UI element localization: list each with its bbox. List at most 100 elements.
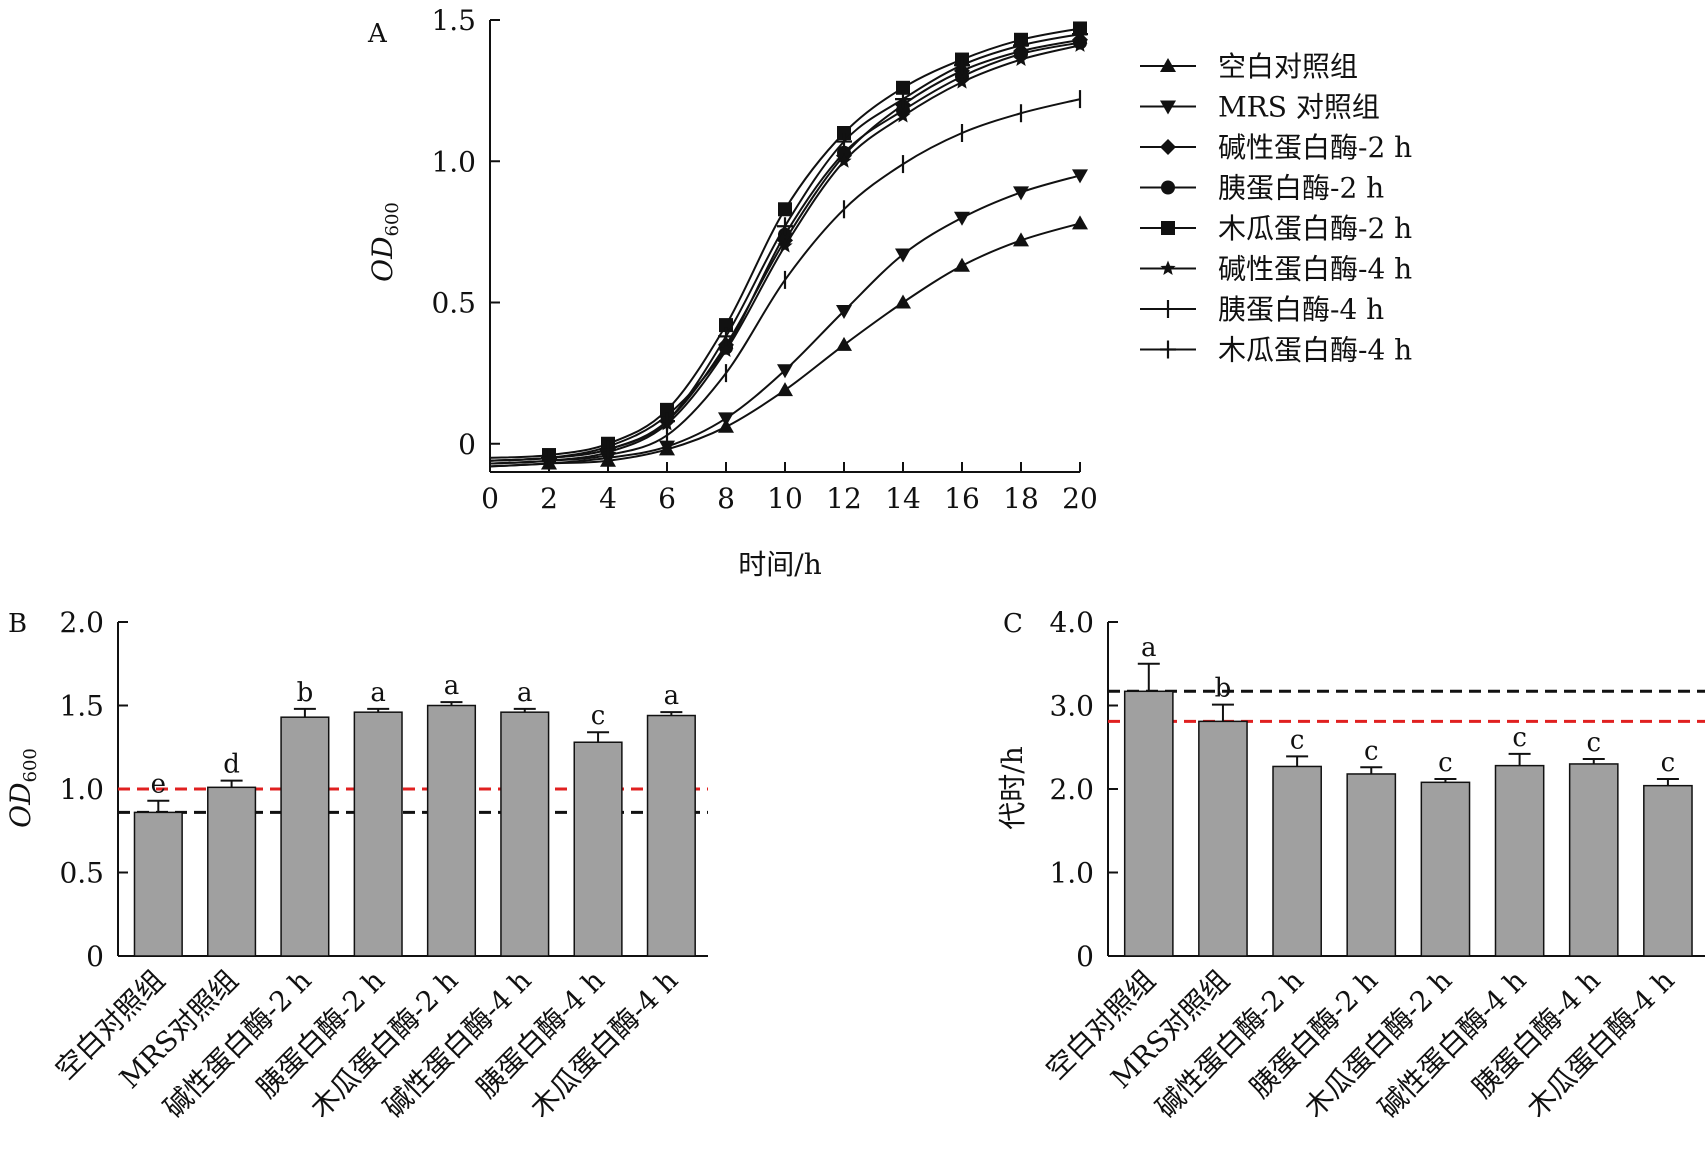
legend-label: 碱性蛋白酶-2 h (1218, 131, 1412, 164)
panel-a-x-tick-label: 6 (658, 482, 676, 515)
panel-a-series (489, 21, 1088, 472)
panel-c-bar (1123, 690, 1174, 957)
panel-a-x-tick-label: 0 (481, 482, 499, 515)
panel-b-bar (646, 714, 696, 957)
series-1 (489, 215, 1088, 470)
panel-c-y-tick-label: 3.0 (1049, 690, 1094, 723)
series-point (778, 202, 792, 217)
panel-b-bar (353, 711, 403, 957)
panel-b-bar (133, 811, 183, 957)
panel-a-x-tick-label: 12 (826, 482, 862, 515)
series-point (777, 364, 793, 379)
legend-marker (1160, 139, 1176, 155)
panel-a-x-tick-label: 4 (599, 482, 617, 515)
panel-c-bar (1643, 784, 1693, 957)
series-point (1072, 37, 1088, 52)
series-point (541, 448, 557, 467)
legend-marker (1160, 260, 1176, 275)
series-point (1072, 215, 1088, 230)
panel-b-y-tick-label: 2.0 (59, 606, 104, 639)
panel-b-significance-letter: d (223, 750, 240, 780)
series-point (1072, 169, 1088, 184)
panel-b-significance-letter: b (297, 678, 314, 708)
series-point (836, 304, 852, 319)
panel-b-significance-letter: a (370, 678, 386, 708)
panel-c-significance-letter: c (1364, 736, 1379, 766)
series-line (489, 38, 1081, 462)
panel-c-significance-letter: c (1438, 748, 1453, 778)
panel-a-y-tick-label: 0.5 (431, 287, 476, 320)
panel-a-label: A (367, 19, 388, 49)
legend-label: 空白对照组 (1218, 50, 1358, 83)
panel-b-bar (500, 711, 550, 957)
panel-b-bar (426, 704, 477, 957)
legend-marker (1160, 100, 1176, 115)
series-point (954, 257, 970, 272)
panel-a-x-axis-title: 时间/h (738, 548, 821, 581)
series-point (659, 440, 675, 455)
panel-c-significance-letter: a (1141, 633, 1157, 663)
series-point (718, 342, 734, 357)
panel-c-label: C (1003, 609, 1023, 639)
series-point (836, 132, 852, 151)
series-point (1013, 232, 1029, 247)
series-point (660, 402, 674, 417)
legend-marker (1160, 340, 1176, 359)
panel-c-y-tick-label: 4.0 (1049, 606, 1094, 639)
panel-a-x-tick-label: 8 (717, 482, 735, 515)
panel-a-line-chart: A 0 2 4 6 8 10 12 14 16 18 20 0 0.5 1.0 1.5 空白对照组 MRS 对… (366, 4, 1412, 581)
panel-b-significance-letter: c (591, 701, 606, 731)
series-point (1013, 36, 1029, 55)
series-point (777, 217, 793, 236)
panel-a-x-tick-label: 16 (944, 482, 980, 515)
legend-marker (1161, 180, 1175, 195)
panel-b-bar (280, 716, 330, 957)
series-point (954, 74, 970, 89)
panel-a-y-tick-label: 0 (458, 428, 476, 461)
panel-a-x-tick-label: 14 (885, 482, 921, 515)
panel-b-y-tick-label: 0 (86, 940, 104, 973)
panel-c-significance-letter: c (1290, 725, 1305, 755)
panel-c-significance-letter: c (1512, 723, 1527, 753)
panel-b-label: B (8, 609, 27, 639)
series-line (489, 222, 1081, 468)
panel-c-significance-letter: c (1661, 748, 1676, 778)
series-point (895, 248, 911, 263)
panel-b-significance-letter: a (444, 671, 460, 701)
series-point (718, 327, 734, 346)
series-6 (489, 37, 1088, 468)
panel-a-x-tick-label: 18 (1003, 482, 1039, 515)
panel-c-bar (1494, 764, 1545, 957)
panel-c-y-axis-title: 代时/h (996, 746, 1029, 829)
panel-a-axes: 0 2 4 6 8 10 12 14 16 18 20 0 0.5 1.0 1.5 (431, 4, 1097, 515)
panel-c-significance-letter: b (1215, 674, 1232, 704)
panel-c-bar (1568, 763, 1619, 957)
series-point (895, 90, 911, 109)
series-point (718, 412, 734, 427)
series-point (659, 412, 675, 431)
legend-marker (1161, 221, 1175, 235)
series-point (777, 238, 793, 253)
series-point (836, 153, 852, 168)
panel-c-bar (1198, 720, 1248, 957)
series-point (1013, 186, 1029, 201)
panel-b-y-tick-label: 1.0 (59, 773, 104, 806)
series-8 (489, 25, 1088, 467)
series-point (896, 80, 910, 95)
series-point (954, 211, 970, 226)
series-line (489, 44, 1081, 465)
panel-b-y-axis-title: OD600 (4, 748, 41, 828)
panel-a-x-tick-label: 20 (1062, 482, 1098, 515)
legend-label: 碱性蛋白酶-4 h (1218, 253, 1412, 286)
panel-b-bar (207, 786, 257, 957)
series-5 (489, 21, 1087, 463)
panel-b-significance-letter: a (517, 678, 533, 708)
series-point (1072, 25, 1088, 44)
legend-label: 木瓜蛋白酶-4 h (1218, 334, 1412, 367)
legend-label: 胰蛋白酶-4 h (1218, 293, 1384, 326)
panel-c-y-tick-label: 2.0 (1049, 773, 1094, 806)
